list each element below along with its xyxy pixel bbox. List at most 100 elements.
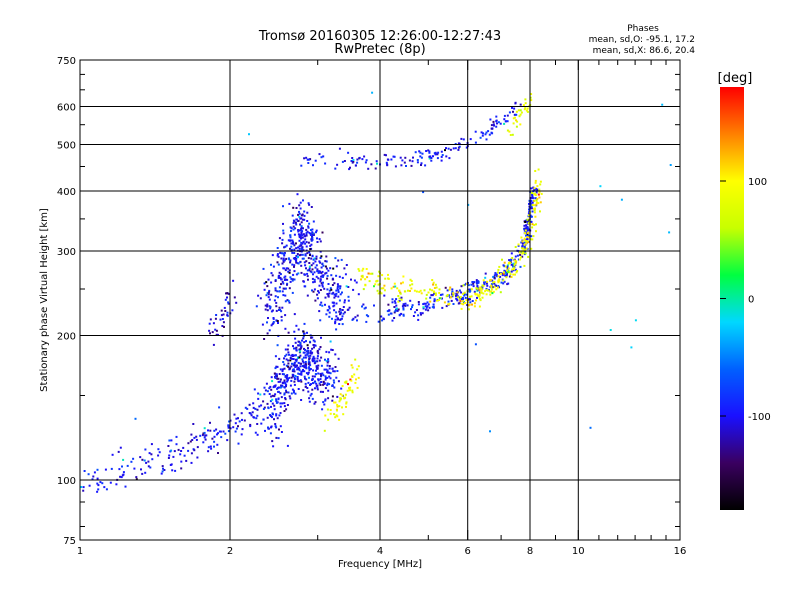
data-point	[364, 306, 367, 309]
data-point	[282, 267, 285, 270]
data-point	[313, 288, 316, 291]
data-point	[204, 434, 207, 437]
data-point	[475, 279, 478, 282]
data-point	[285, 408, 288, 411]
data-point	[332, 370, 335, 373]
data-point	[301, 242, 304, 245]
data-point	[316, 241, 319, 243]
data-point	[495, 288, 498, 291]
data-point	[287, 331, 290, 334]
data-point	[308, 400, 311, 403]
data-point	[424, 302, 427, 305]
data-point	[534, 181, 537, 184]
data-point	[324, 265, 327, 268]
data-point	[532, 197, 535, 200]
data-point	[337, 285, 340, 288]
data-point	[310, 257, 313, 260]
data-point	[307, 390, 310, 393]
data-point	[273, 404, 276, 407]
data-point	[362, 267, 365, 270]
data-point	[514, 262, 517, 265]
data-point	[354, 381, 357, 384]
data-point	[249, 425, 252, 428]
data-point	[122, 473, 125, 476]
data-point	[283, 410, 286, 412]
data-point	[307, 278, 309, 281]
data-point	[214, 328, 217, 331]
data-point	[314, 373, 317, 376]
data-point	[135, 478, 138, 481]
data-point	[285, 385, 287, 388]
data-point	[283, 381, 286, 384]
data-point	[464, 296, 467, 299]
data-point	[300, 225, 303, 228]
data-point	[167, 445, 170, 447]
data-point	[432, 281, 435, 284]
data-point	[456, 292, 459, 295]
data-point	[289, 357, 292, 359]
data-point	[299, 342, 302, 344]
data-point	[411, 283, 414, 286]
data-point	[522, 104, 525, 107]
data-point	[337, 291, 340, 293]
data-point	[530, 200, 532, 202]
data-point	[122, 458, 125, 461]
data-point	[294, 375, 297, 377]
data-point	[319, 278, 322, 281]
data-point	[311, 388, 314, 391]
data-point	[336, 395, 339, 398]
data-point	[463, 291, 466, 294]
data-point	[280, 384, 283, 387]
data-point	[332, 291, 335, 294]
data-point	[449, 148, 452, 151]
data-point	[493, 285, 496, 288]
data-point	[599, 185, 602, 188]
data-point	[277, 263, 280, 266]
data-point	[226, 311, 229, 314]
data-point	[279, 276, 282, 279]
data-point	[301, 358, 304, 361]
data-point	[361, 274, 364, 277]
data-point	[428, 151, 431, 154]
data-point	[246, 407, 249, 410]
data-point	[426, 305, 429, 308]
data-point	[303, 285, 306, 288]
data-point	[519, 109, 522, 112]
data-point	[317, 271, 320, 274]
data-point	[214, 317, 217, 320]
data-point	[168, 439, 171, 442]
data-point	[274, 287, 277, 290]
data-point	[499, 122, 502, 125]
data-point	[334, 295, 337, 298]
data-point	[511, 257, 514, 259]
data-point	[411, 304, 414, 307]
data-point	[322, 383, 325, 386]
data-point	[492, 123, 495, 126]
data-point	[471, 303, 473, 306]
data-point	[463, 301, 465, 304]
data-point	[427, 309, 430, 312]
data-point	[109, 481, 112, 484]
data-point	[280, 431, 283, 433]
data-point	[251, 411, 254, 414]
data-point	[301, 360, 304, 363]
data-point	[319, 240, 322, 243]
data-point	[291, 353, 294, 356]
data-point	[339, 393, 342, 396]
data-point	[461, 300, 464, 303]
data-point	[324, 303, 326, 306]
data-point	[299, 223, 301, 226]
data-point	[342, 312, 345, 315]
data-point	[264, 308, 267, 311]
data-point	[497, 275, 500, 278]
data-point	[504, 274, 507, 277]
data-point	[531, 196, 533, 199]
data-point	[422, 303, 425, 306]
data-point	[397, 300, 400, 303]
data-point	[364, 283, 367, 286]
data-point	[196, 446, 199, 449]
data-point	[311, 232, 314, 235]
data-point	[284, 287, 287, 290]
data-point	[275, 373, 278, 376]
data-point	[484, 276, 487, 279]
